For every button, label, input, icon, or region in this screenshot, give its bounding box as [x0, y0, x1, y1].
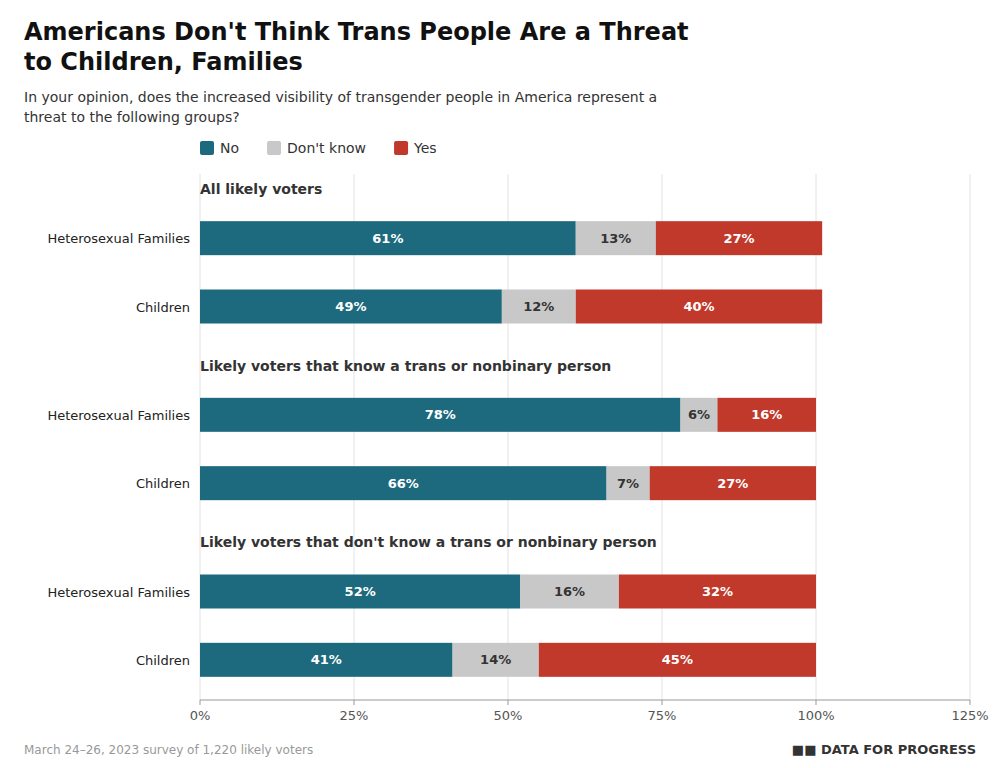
bar-segment [607, 466, 650, 500]
tick-label: 100% [797, 708, 834, 723]
data-label: 78% [425, 407, 456, 422]
bar-segment [200, 575, 520, 609]
tick-label: 50% [494, 708, 523, 723]
bar-segment [656, 221, 822, 255]
tick-label: 25% [340, 708, 369, 723]
legend-swatch [200, 141, 214, 155]
row-label: Children [136, 653, 190, 668]
tick-mark [816, 700, 817, 705]
tick-mark [970, 700, 971, 705]
section-label: Likely voters that don't know a trans or… [200, 534, 657, 550]
bar-segment [717, 398, 816, 432]
section-label: All likely voters [200, 181, 322, 197]
grid-line [970, 174, 971, 700]
legend: No Don't know Yes [200, 140, 437, 156]
bar-segment [502, 290, 576, 324]
data-label: 45% [662, 652, 693, 667]
bar-segment [200, 398, 680, 432]
data-label: 41% [311, 652, 342, 667]
row-label: Children [136, 300, 190, 315]
bar-segment [576, 290, 822, 324]
title: Americans Don't Think Trans People Are a… [24, 18, 689, 76]
data-label: 14% [480, 652, 511, 667]
data-label: 12% [523, 299, 554, 314]
footer-note: March 24–26, 2023 survey of 1,220 likely… [24, 743, 313, 757]
title-line: Americans Don't Think Trans People Are a… [24, 18, 689, 46]
row-label: Heterosexual Families [47, 231, 190, 246]
footer-logo: ■■ DATA FOR PROGRESS [792, 742, 976, 757]
data-label: 49% [335, 299, 366, 314]
bar-segment [576, 221, 656, 255]
subtitle: In your opinion, does the increased visi… [24, 89, 657, 125]
bar-segment [453, 643, 539, 677]
tick-mark [354, 700, 355, 705]
tick-mark [200, 700, 201, 705]
subtitle-line: threat to the following groups? [24, 109, 240, 125]
bar-segment [200, 643, 453, 677]
bar-segment [200, 466, 607, 500]
row-label: Heterosexual Families [47, 585, 190, 600]
data-label: 32% [702, 584, 733, 599]
bar-segment [680, 398, 717, 432]
data-label: 27% [717, 476, 748, 491]
data-label: 6% [688, 407, 710, 422]
bar-segment [520, 575, 619, 609]
legend-label: No [220, 140, 239, 156]
chart: Americans Don't Think Trans People Are a… [0, 0, 1000, 768]
data-label: 13% [600, 231, 631, 246]
legend-swatch [267, 141, 281, 155]
tick-label: 75% [648, 708, 677, 723]
tick-label: 0% [190, 708, 211, 723]
title-line: to Children, Families [24, 48, 303, 76]
subtitle-line: In your opinion, does the increased visi… [24, 89, 657, 105]
bar-segment [539, 643, 816, 677]
x-axis: 0% 25% 50% 75% 100% 125% [190, 174, 989, 723]
legend-label: Don't know [287, 140, 366, 156]
bars [200, 221, 822, 677]
x-axis-line [200, 700, 970, 701]
legend-label: Yes [413, 140, 437, 156]
row-label: Children [136, 476, 190, 491]
data-label: 66% [388, 476, 419, 491]
tick-mark [508, 700, 509, 705]
labels: All likely voters Heterosexual Families 61… [47, 181, 782, 668]
data-label: 61% [372, 231, 403, 246]
data-label: 7% [617, 476, 639, 491]
data-label: 27% [723, 231, 754, 246]
tick-label: 125% [951, 708, 988, 723]
row-label: Heterosexual Families [47, 408, 190, 423]
bar-segment [200, 290, 502, 324]
data-label: 52% [345, 584, 376, 599]
bar-segment [650, 466, 816, 500]
bar-segment [200, 221, 576, 255]
bar-segment [619, 575, 816, 609]
data-label: 40% [683, 299, 714, 314]
data-label: 16% [554, 584, 585, 599]
legend-swatch [394, 141, 408, 155]
section-label: Likely voters that know a trans or nonbi… [200, 358, 611, 374]
data-label: 16% [751, 407, 782, 422]
tick-mark [662, 700, 663, 705]
